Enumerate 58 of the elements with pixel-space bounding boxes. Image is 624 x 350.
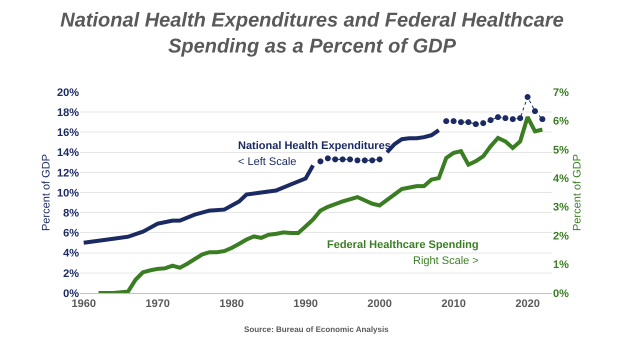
y2-tick-label: 5%	[553, 144, 570, 156]
point	[510, 116, 516, 122]
y2-tick-label: 6%	[553, 116, 570, 128]
point	[332, 156, 338, 162]
y-tick-label: 4%	[63, 248, 80, 260]
y-tick-label: 0%	[63, 288, 80, 300]
point	[369, 157, 376, 164]
point	[458, 119, 464, 126]
annotation: Right Scale >	[413, 255, 479, 267]
source-note: Source: Bureau of Economic Analysis	[244, 325, 390, 334]
point	[376, 156, 383, 162]
y-tick-label: 18%	[56, 106, 80, 119]
y-tick-label: 6%	[63, 228, 80, 240]
x-tick-label: 2000	[367, 298, 392, 310]
x-tick-label: 2010	[441, 298, 466, 310]
point	[317, 158, 324, 164]
x-tick-label: 1960	[71, 298, 96, 310]
point	[524, 94, 531, 100]
point	[502, 115, 508, 122]
x-tick-label: 1970	[145, 298, 170, 310]
y2-axis-title: Percent of GDP	[571, 154, 584, 232]
y2-tick-label: 7%	[553, 86, 570, 99]
x-tick-label: 1980	[219, 298, 244, 310]
y2-tick-label: 1%	[553, 259, 570, 272]
y-tick-label: 10%	[56, 187, 80, 200]
point	[539, 116, 546, 122]
annotation: < Left Scale	[238, 156, 296, 168]
y2-tick-label: 0%	[553, 288, 570, 300]
y2-tick-label: 2%	[553, 230, 570, 242]
annotation: National Health Expenditures	[238, 140, 391, 152]
point	[517, 115, 524, 122]
point	[494, 114, 501, 120]
y-tick-label: 12%	[56, 167, 80, 180]
chart-title: National Health Expenditures and Federal Healthcare Spending as a Percent of GDP	[60, 9, 564, 58]
y-tick-label: 16%	[56, 127, 80, 140]
line-series	[96, 114, 544, 293]
point	[362, 157, 368, 164]
y-tick-label: 2%	[63, 268, 80, 280]
point	[443, 118, 450, 124]
point	[450, 118, 457, 124]
y-tick-label: 14%	[56, 147, 80, 160]
y2-tick-label: 4%	[553, 172, 570, 185]
y-tick-label: 20%	[56, 86, 80, 99]
point	[465, 119, 472, 126]
point	[532, 108, 538, 114]
point	[324, 155, 331, 162]
y-tick-label: 8%	[63, 207, 80, 220]
point	[472, 121, 479, 128]
y2-tick-label: 3%	[553, 202, 570, 214]
point	[347, 156, 354, 162]
point	[480, 120, 486, 126]
point	[340, 156, 346, 162]
x-tick-label: 2020	[515, 298, 540, 310]
y-axis-title: Percent of GDP	[40, 154, 53, 232]
point	[354, 157, 360, 164]
x-tick-label: 1990	[293, 298, 318, 310]
point	[488, 117, 494, 124]
annotation: Federal Healthcare Spending	[327, 239, 479, 251]
